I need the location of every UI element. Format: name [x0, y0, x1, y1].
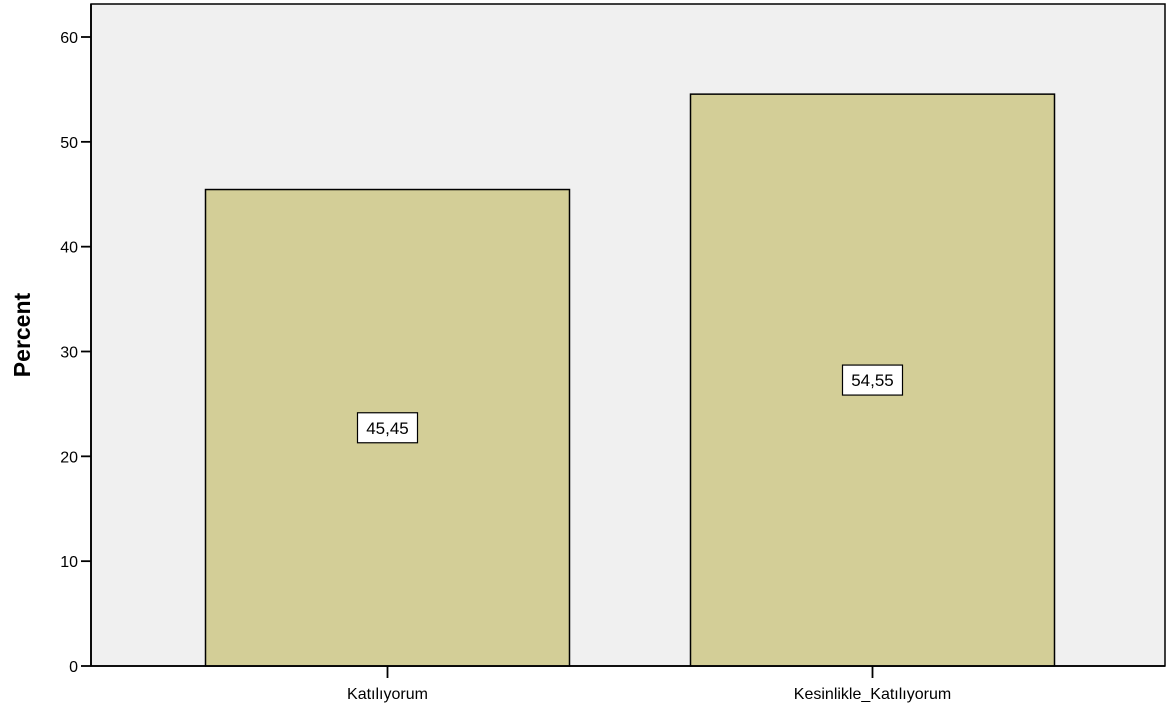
y-tick-label: 10	[60, 554, 78, 571]
y-tick-label: 60	[60, 30, 78, 47]
data-label-1: 45,45	[356, 412, 419, 444]
y-ticks-layer: 0 10 20 30 40 50 60	[60, 30, 91, 676]
x-tick-label: Kesinlikle_Katılıyorum	[794, 686, 951, 703]
x-ticks-layer: Katılıyorum Kesinlikle_Katılıyorum	[347, 666, 951, 703]
x-tick-label: Katılıyorum	[347, 686, 428, 703]
y-axis-label: Percent	[9, 292, 35, 377]
y-tick-label: 0	[69, 659, 78, 676]
y-tick-label: 20	[60, 449, 78, 466]
data-label-box	[841, 364, 904, 396]
data-label-2: 54,55	[841, 364, 904, 396]
y-tick-label: 30	[60, 345, 78, 362]
data-label-box	[356, 412, 419, 444]
data-label-text: 54,55	[851, 371, 894, 390]
y-tick-label: 40	[60, 240, 78, 257]
y-tick-label: 50	[60, 135, 78, 152]
data-labels-layer: 45,45 54,55	[356, 364, 904, 444]
data-label-text: 45,45	[366, 419, 409, 438]
